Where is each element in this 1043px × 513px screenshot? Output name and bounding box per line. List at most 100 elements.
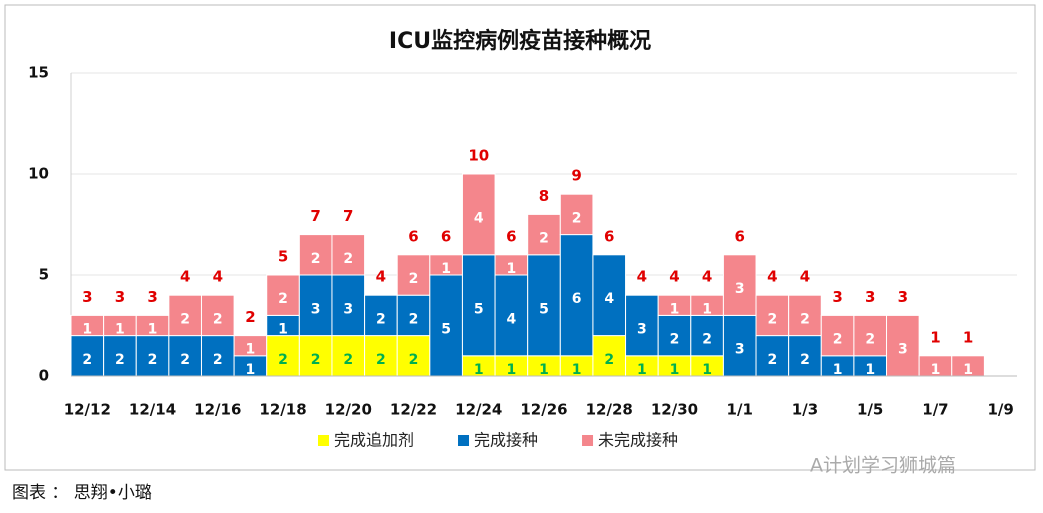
bar-segment xyxy=(559,193,594,236)
x-tick-label: 1/7 xyxy=(922,401,948,419)
data-label: 3 xyxy=(735,281,745,297)
bar-segment xyxy=(429,274,463,377)
data-label: 1 xyxy=(963,362,973,378)
data-label: 2 xyxy=(115,352,125,368)
data-label: 2 xyxy=(311,352,321,368)
data-label: 1 xyxy=(246,342,256,358)
data-label: 2 xyxy=(343,251,353,267)
bar-segment xyxy=(396,335,431,377)
total-label: 3 xyxy=(82,288,92,306)
total-label: 6 xyxy=(408,227,418,245)
data-label: 5 xyxy=(474,301,484,317)
total-label: 2 xyxy=(245,308,255,326)
data-label: 2 xyxy=(278,291,288,307)
data-label: 3 xyxy=(311,301,321,317)
data-label: 1 xyxy=(572,362,582,378)
data-label: 4 xyxy=(507,311,517,327)
x-tick-label: 12/16 xyxy=(194,401,241,419)
x-tick-label: 12/24 xyxy=(455,401,502,419)
data-label: 2 xyxy=(833,332,843,348)
bar-segment xyxy=(592,254,627,337)
total-label: 6 xyxy=(506,227,516,245)
bar-segment xyxy=(266,335,300,377)
data-label: 2 xyxy=(702,332,712,348)
y-tick-label: 15 xyxy=(28,64,49,82)
total-label: 4 xyxy=(669,268,679,286)
data-label: 2 xyxy=(180,311,190,327)
data-label: 2 xyxy=(409,311,419,327)
legend-swatch xyxy=(582,435,594,446)
watermark: A计划学习狮城篇 xyxy=(810,455,956,477)
data-label: 4 xyxy=(604,291,614,307)
data-label: 1 xyxy=(702,301,712,317)
data-label: 1 xyxy=(82,322,92,338)
legend-label: 完成接种 xyxy=(474,431,538,450)
data-label: 2 xyxy=(767,352,777,368)
bar-segment xyxy=(168,294,202,337)
data-label: 2 xyxy=(409,271,419,287)
bar-segment xyxy=(592,335,627,377)
data-label: 2 xyxy=(180,352,190,368)
data-label: 3 xyxy=(735,342,745,358)
data-label: 1 xyxy=(441,261,451,277)
chart-frame xyxy=(4,4,1036,471)
chart-title: ICU监控病例疫苗接种概况 xyxy=(389,28,651,54)
bar-segment xyxy=(527,254,561,357)
x-tick-label: 1/5 xyxy=(857,401,883,419)
x-tick-label: 12/26 xyxy=(520,401,567,419)
total-label: 4 xyxy=(376,268,386,286)
bar-segment xyxy=(200,294,235,337)
total-label: 1 xyxy=(930,328,940,346)
data-label: 2 xyxy=(376,311,386,327)
bar-segment xyxy=(657,314,692,357)
legend-label: 未完成接种 xyxy=(598,431,678,450)
data-label: 2 xyxy=(82,352,92,368)
y-tick-label: 5 xyxy=(39,266,49,284)
data-label: 3 xyxy=(637,322,647,338)
data-label: 2 xyxy=(800,352,810,368)
bar-segment xyxy=(886,314,920,377)
x-tick-label: 1/3 xyxy=(792,401,818,419)
total-label: 9 xyxy=(571,167,581,185)
data-label: 2 xyxy=(311,251,321,267)
data-label: 3 xyxy=(343,301,353,317)
bar-segment xyxy=(788,294,822,337)
total-label: 4 xyxy=(702,268,712,286)
bar-segment xyxy=(200,335,235,377)
bar-segment xyxy=(135,335,170,377)
y-tick-label: 10 xyxy=(28,165,49,183)
data-label: 2 xyxy=(376,352,386,368)
data-label: 1 xyxy=(115,322,125,338)
data-label: 2 xyxy=(800,311,810,327)
x-tick-label: 12/30 xyxy=(651,401,698,419)
total-label: 4 xyxy=(180,268,190,286)
x-tick-label: 12/28 xyxy=(586,401,633,419)
data-label: 1 xyxy=(507,362,517,378)
x-tick-label: 12/18 xyxy=(259,401,306,419)
data-label: 2 xyxy=(572,210,582,226)
x-tick-label: 12/12 xyxy=(64,401,111,419)
data-label: 2 xyxy=(148,352,158,368)
bar-segment xyxy=(461,173,496,256)
bar-segment xyxy=(331,234,366,276)
x-tick-label: 1/9 xyxy=(988,401,1014,419)
total-label: 3 xyxy=(115,288,125,306)
total-label: 5 xyxy=(278,248,288,266)
data-label: 1 xyxy=(507,261,517,277)
total-label: 4 xyxy=(213,268,223,286)
total-label: 1 xyxy=(963,328,973,346)
data-label: 2 xyxy=(213,352,223,368)
data-label: 2 xyxy=(670,332,680,348)
data-label: 2 xyxy=(213,311,223,327)
data-label: 1 xyxy=(148,322,158,338)
total-label: 7 xyxy=(343,207,353,225)
total-label: 3 xyxy=(147,288,157,306)
data-label: 1 xyxy=(670,301,680,317)
data-label: 2 xyxy=(865,332,875,348)
legend-swatch xyxy=(318,435,329,446)
data-label: 5 xyxy=(539,301,549,317)
data-label: 6 xyxy=(572,291,582,307)
x-tick-label: 1/1 xyxy=(727,401,753,419)
data-label: 1 xyxy=(637,362,647,378)
